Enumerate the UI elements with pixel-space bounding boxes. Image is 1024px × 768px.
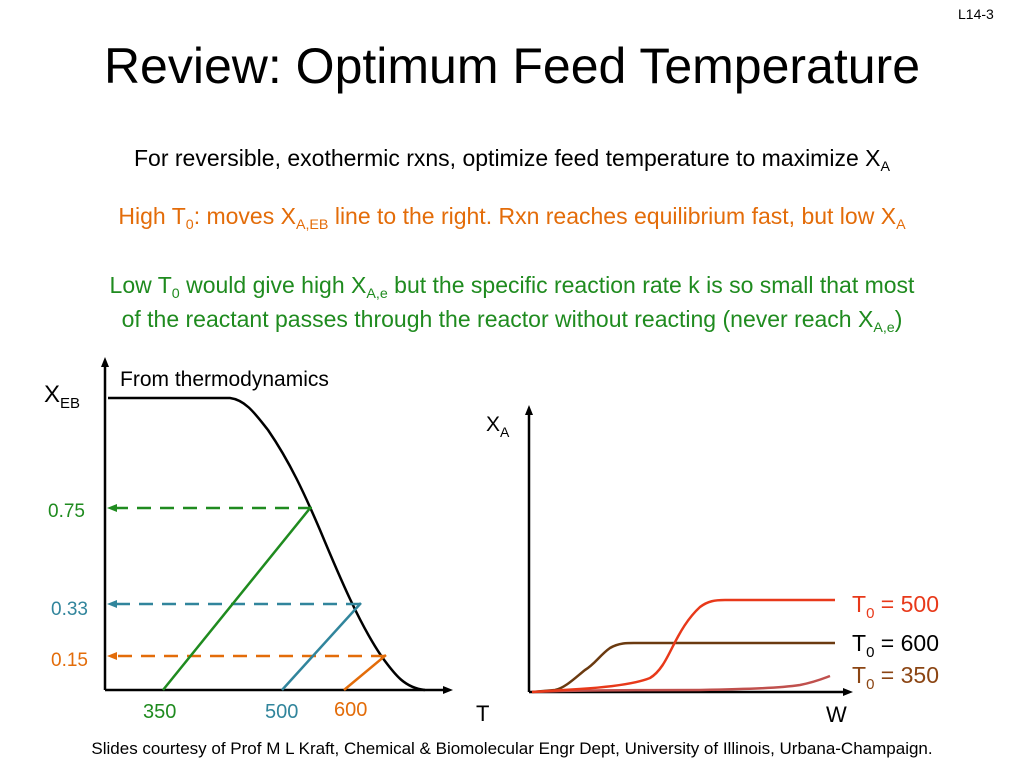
slide-number: L14-3 <box>958 6 994 22</box>
operating-line-600 <box>343 654 387 691</box>
right-x-label: W <box>826 702 847 727</box>
intro-line: For reversible, exothermic rxns, optimiz… <box>0 145 1024 175</box>
low-t0-line2-text: of the reactant passes through the react… <box>121 306 874 332</box>
low-t0-line2-sub: A,e <box>873 319 895 336</box>
low-t0-sub2: A,e <box>366 285 388 302</box>
label-t0-350: T0 = 350 <box>852 662 939 693</box>
intro-text: For reversible, exothermic rxns, optimiz… <box>133 145 881 171</box>
equilibrium-curve <box>108 396 426 692</box>
page-title: Review: Optimum Feed Temperature <box>103 38 921 94</box>
low-t0-line2-end: ) <box>894 306 903 332</box>
left-x-label: T <box>476 701 489 726</box>
curve-label: From thermodynamics <box>120 368 329 391</box>
x-tick-500: 500 <box>265 701 298 723</box>
low-t0-part3: but the specific reaction rate k is so s… <box>387 272 915 298</box>
operating-line-350 <box>162 506 312 691</box>
x-tick-350: 350 <box>143 701 176 723</box>
low-t0-part2: would give high X <box>179 272 367 298</box>
low-t0-line-2: of the reactant passes through the react… <box>0 306 1024 336</box>
y-tick-015: 0.15 <box>51 650 88 671</box>
low-t0-sub1: 0 <box>171 285 180 302</box>
operating-line-500 <box>281 602 362 691</box>
label-t0-500: T0 = 500 <box>852 591 939 622</box>
label-t0-600: T0 = 600 <box>852 630 939 661</box>
curve-t0-500 <box>531 598 835 694</box>
high-t0-sub1: 0 <box>185 216 194 233</box>
low-t0-line: Low T0 would give high XA,e but the spec… <box>0 272 1024 302</box>
right-y-label: XA <box>486 413 510 440</box>
intro-sub: A <box>880 158 890 175</box>
high-t0-line: High T0: moves XA,EB line to the right. … <box>0 203 1024 233</box>
high-t0-sub2: A,EB <box>295 216 329 233</box>
y-tick-075: 0.75 <box>48 501 85 522</box>
high-t0-part1: High T <box>118 203 186 229</box>
low-t0-part1: Low T <box>109 272 172 298</box>
x-tick-600: 600 <box>334 699 367 721</box>
high-t0-part3: line to the right. Rxn reaches equilibri… <box>328 203 897 229</box>
high-t0-part2: : moves X <box>193 203 296 229</box>
y-tick-033: 0.33 <box>51 599 88 620</box>
left-y-label: XEB <box>44 381 80 412</box>
high-t0-sub3: A <box>896 216 906 233</box>
curve-t0-600 <box>531 641 835 694</box>
footer-credit: Slides courtesy of Prof M L Kraft, Chemi… <box>91 739 933 758</box>
curve-t0-350 <box>531 674 831 694</box>
